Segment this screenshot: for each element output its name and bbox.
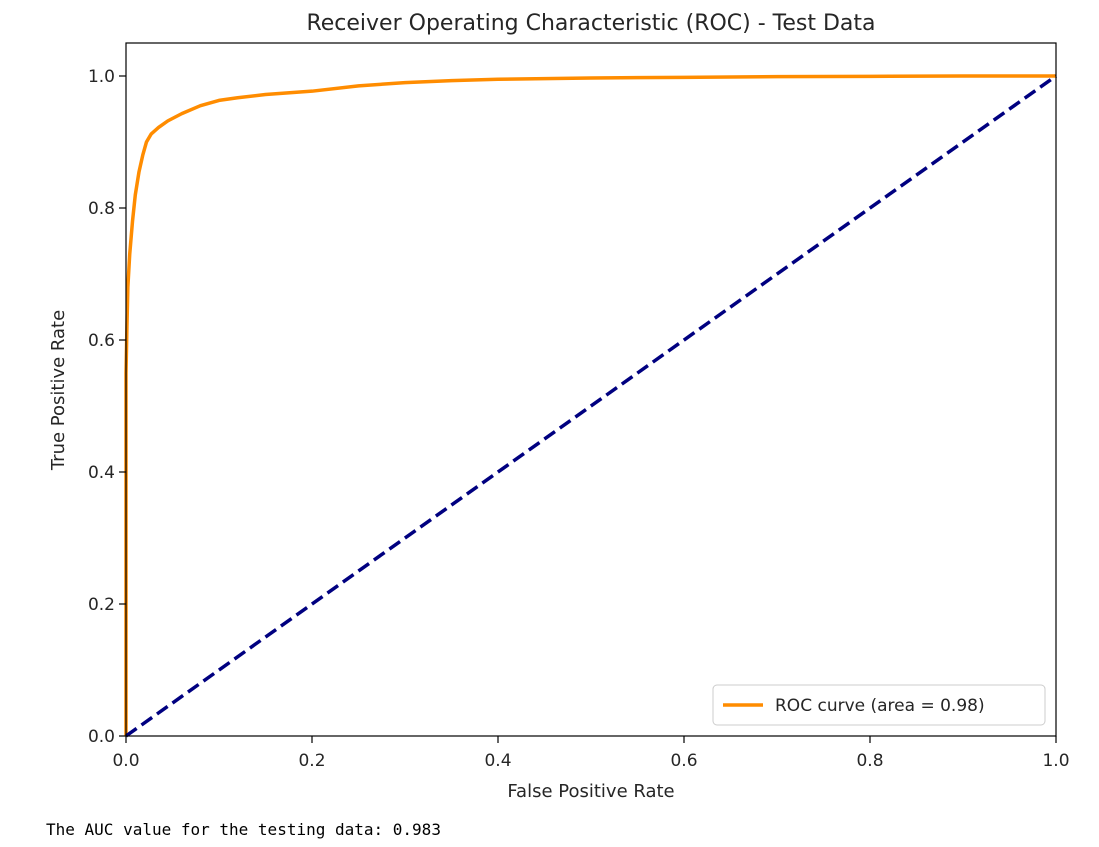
plot-area: 0.0 0.2 0.4 0.6 0.8 1.0 0.0 0.2 0.4 0.6 0.8 1.0 ROC …	[88, 42, 1070, 771]
y-axis-label: True Positive Rate	[48, 310, 69, 471]
chance-diagonal-line	[124, 74, 1058, 738]
y-tick-label: 0.0	[88, 727, 115, 747]
auc-output-text: The AUC value for the testing data: 0.98…	[46, 820, 441, 839]
legend-entry-label: ROC curve (area = 0.98)	[775, 696, 985, 716]
y-tick-label: 0.6	[88, 331, 115, 351]
roc-chart: Receiver Operating Characteristic (ROC) …	[48, 11, 1070, 802]
chart-title: Receiver Operating Characteristic (ROC) …	[306, 11, 875, 36]
x-tick-label: 0.6	[670, 751, 697, 771]
x-tick-label: 0.8	[856, 751, 883, 771]
x-tick-label: 0.2	[298, 751, 325, 771]
y-tick-label: 0.8	[88, 199, 115, 219]
y-tick-label: 1.0	[88, 67, 115, 87]
x-tick-label: 0.0	[112, 751, 139, 771]
roc-curve-line	[124, 74, 1056, 736]
legend: ROC curve (area = 0.98)	[712, 684, 1046, 726]
x-tick-label: 0.4	[484, 751, 511, 771]
x-tick-label: 1.0	[1042, 751, 1069, 771]
y-tick-label: 0.4	[88, 463, 115, 483]
x-axis-label: False Positive Rate	[507, 781, 674, 802]
axes-frame	[125, 42, 1057, 737]
legend-box	[712, 684, 1046, 726]
y-tick-label: 0.2	[88, 595, 115, 615]
